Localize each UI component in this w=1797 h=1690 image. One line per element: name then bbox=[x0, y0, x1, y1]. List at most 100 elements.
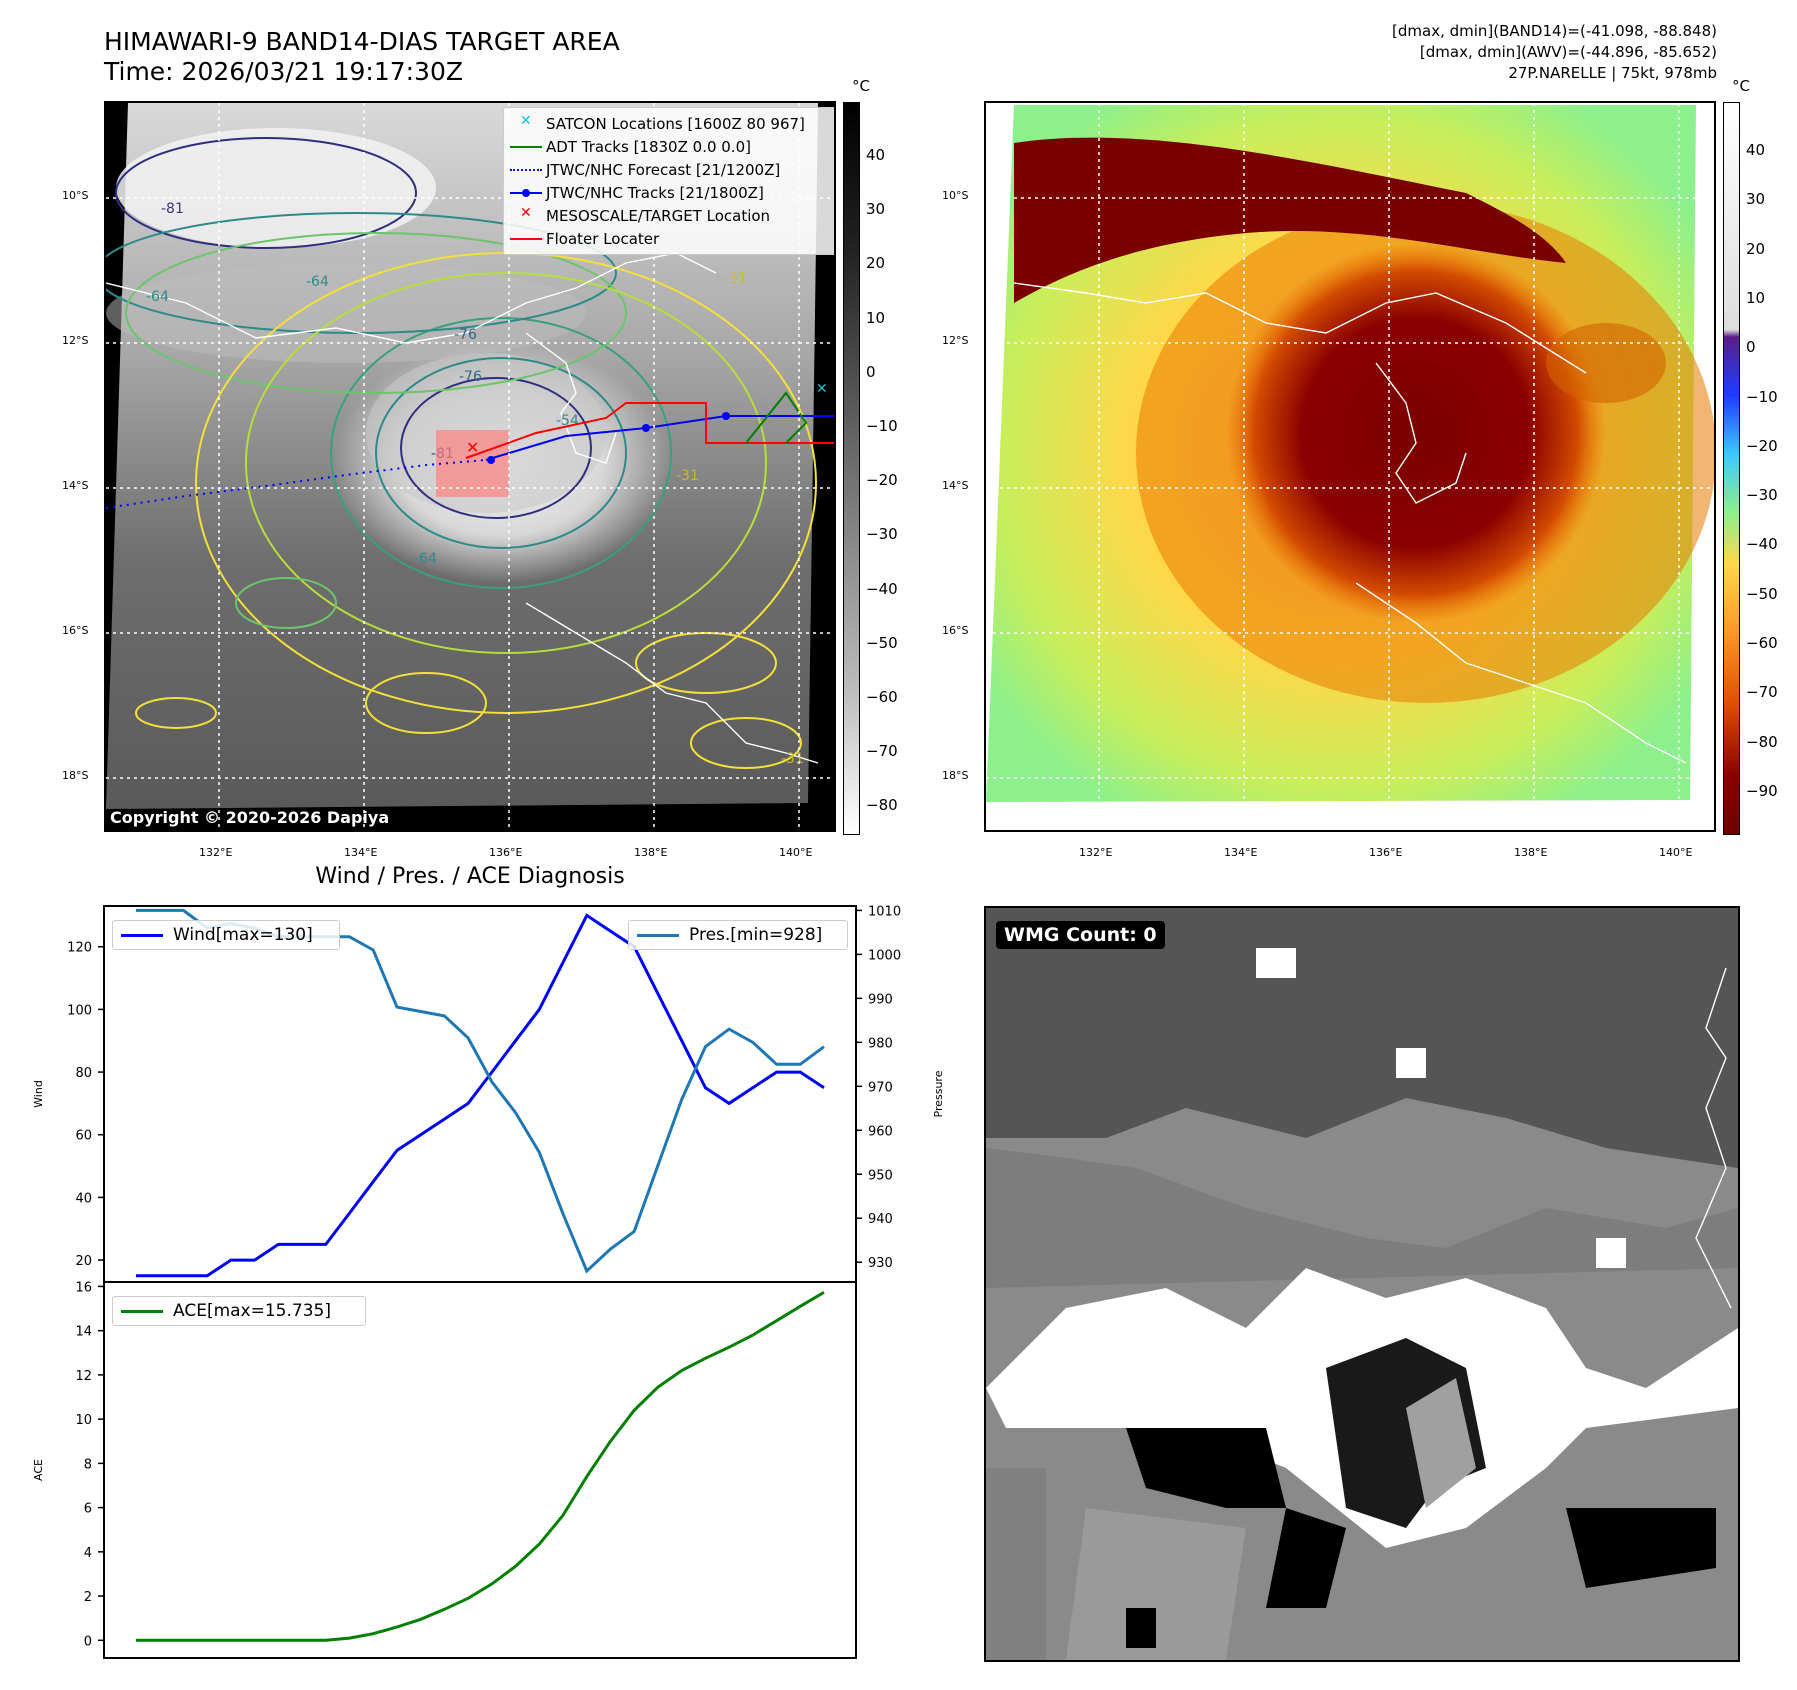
axis-tick-label: 980 bbox=[868, 1036, 893, 1051]
colorbar-tick-label: −50 bbox=[866, 633, 898, 652]
lat-label: 18°S bbox=[942, 769, 969, 782]
colorbar-tick-label: −50 bbox=[1746, 584, 1778, 603]
awv-map bbox=[986, 103, 1714, 830]
colorbar-tick-label: −70 bbox=[1746, 683, 1778, 702]
contour-64 bbox=[375, 357, 627, 549]
floater-locater bbox=[465, 402, 834, 459]
ace-frame bbox=[103, 1281, 857, 1659]
axis-tick-label: 970 bbox=[868, 1080, 893, 1095]
ace-legend: ACE[max=15.735] bbox=[112, 1296, 366, 1326]
colorbar-tick-label: 40 bbox=[1746, 141, 1766, 159]
contour-label: -81 bbox=[161, 201, 184, 217]
wmg-image bbox=[986, 908, 1738, 1660]
colorbar-tick-label: −20 bbox=[866, 471, 898, 490]
lat-label: 16°S bbox=[62, 624, 89, 637]
colorbar-tick-label: 0 bbox=[1746, 338, 1756, 357]
contour-label: -76 bbox=[459, 369, 482, 385]
lon-label: 138°E bbox=[634, 846, 668, 859]
lon-label: 136°E bbox=[489, 846, 523, 859]
axis-tick-label: 1010 bbox=[868, 904, 901, 919]
colorbar-tick-label: −10 bbox=[866, 417, 898, 435]
axis-tick-label: 20 bbox=[75, 1254, 92, 1269]
axis-tick-label: 16 bbox=[75, 1280, 92, 1295]
coastline-awv bbox=[1013, 282, 1587, 374]
colorbar-tick-label: −60 bbox=[1746, 634, 1778, 652]
pres-legend: Pres.[min=928] bbox=[628, 920, 848, 950]
colorbar-tick-label: −60 bbox=[866, 688, 898, 706]
axis-tick-label: 940 bbox=[868, 1212, 893, 1227]
wmg-panel: WMG Count: 0 bbox=[984, 906, 1740, 1662]
colorbar-tick-label: −10 bbox=[1746, 387, 1778, 406]
legend-item-target: ✕ MESOSCALE/TARGET Location bbox=[520, 205, 771, 225]
figure-title: HIMAWARI-9 BAND14-DIAS TARGET AREA bbox=[104, 27, 620, 56]
legend-item-forecast: JTWC/NHC Forecast [21/1200Z] bbox=[508, 158, 834, 181]
wind-series-line bbox=[136, 913, 825, 1278]
axis-tick-label: 930 bbox=[868, 1256, 893, 1271]
axis-tick-label: 2 bbox=[84, 1590, 92, 1605]
axis-tick-label: 8 bbox=[84, 1457, 92, 1472]
pressure-axis-label: Pressure bbox=[932, 1070, 945, 1117]
band14-map-panel: -81 -76 -64 -64 -31 -31 -81 -76 -54 -64 … bbox=[104, 101, 836, 832]
lon-label: 140°E bbox=[1659, 846, 1693, 859]
storm-info: 27P.NARELLE | 75kt, 978mb bbox=[1508, 64, 1717, 82]
ace-series-line bbox=[136, 1291, 825, 1642]
lon-label: 140°E bbox=[779, 846, 813, 859]
lat-label: 18°S bbox=[62, 769, 89, 782]
contour-label: -76 bbox=[454, 327, 477, 343]
lon-label: 136°E bbox=[1369, 846, 1403, 859]
colorbar-tick-label: 40 bbox=[866, 146, 886, 164]
lon-label: 134°E bbox=[1224, 846, 1258, 859]
figure-time: Time: 2026/03/21 19:17:30Z bbox=[104, 57, 463, 86]
satcon-marker: ✕ bbox=[816, 381, 828, 397]
target-marker: ✕ bbox=[466, 438, 479, 457]
colorbar-tick-label: 30 bbox=[1746, 190, 1766, 209]
axis-tick-label: 40 bbox=[75, 1191, 92, 1206]
axis-tick-label: 950 bbox=[868, 1168, 893, 1183]
awv-outflow-band bbox=[1014, 137, 1566, 303]
contour-label: -64 bbox=[146, 289, 169, 305]
legend-item-adt: ADT Tracks [1830Z 0.0 0.0] bbox=[508, 135, 834, 158]
lon-label: 138°E bbox=[1514, 846, 1548, 859]
dmax-awv: [dmax, dmin](AWV)=(-44.896, -85.652) bbox=[1419, 43, 1717, 61]
dmax-band14: [dmax, dmin](BAND14)=(-41.098, -88.848) bbox=[1392, 22, 1717, 40]
contour-label: -31 bbox=[676, 468, 699, 484]
colorbar-tick-label: −20 bbox=[1746, 436, 1778, 455]
contour-label: -64 bbox=[414, 551, 437, 567]
axis-tick-label: 1000 bbox=[868, 948, 901, 963]
axis-tick-label: 4 bbox=[84, 1546, 92, 1561]
wmg-count-label: WMG Count: 0 bbox=[996, 921, 1165, 949]
colorbar-tick-label: 20 bbox=[866, 254, 886, 273]
legend-item-floater: Floater Locater bbox=[508, 227, 834, 250]
colorbar-unit: °C bbox=[1732, 77, 1750, 95]
colorbar-left bbox=[843, 102, 860, 835]
target-area bbox=[436, 430, 509, 497]
band14-map: -81 -76 -64 -64 -31 -31 -81 -76 -54 -64 … bbox=[106, 103, 834, 830]
axis-tick-label: 100 bbox=[67, 1003, 92, 1018]
awv-map-panel bbox=[984, 101, 1716, 832]
colorbar-tick-label: −80 bbox=[866, 796, 898, 815]
colorbar-tick-label: −70 bbox=[866, 742, 898, 761]
wind-axis-label: Wind bbox=[32, 1080, 45, 1108]
contour-81 bbox=[400, 377, 592, 519]
coastline bbox=[106, 252, 717, 344]
legend-item-satcon: ✕ SATCON Locations [1600Z 80 967] bbox=[520, 113, 805, 133]
axis-tick-label: 60 bbox=[75, 1129, 92, 1144]
axis-tick-label: 12 bbox=[75, 1369, 92, 1384]
contour-label: -31 bbox=[724, 271, 747, 287]
contour-81-north bbox=[115, 137, 417, 249]
colorbar-tick-label: −40 bbox=[866, 579, 898, 598]
colorbar-tick-label: −80 bbox=[1746, 732, 1778, 751]
lat-label: 10°S bbox=[62, 189, 89, 202]
lat-label: 16°S bbox=[942, 624, 969, 637]
colorbar-right bbox=[1723, 102, 1740, 835]
colorbar-tick-label: 0 bbox=[866, 362, 876, 381]
colorbar-tick-label: −30 bbox=[866, 525, 898, 544]
adt-track bbox=[745, 391, 808, 444]
lat-label: 10°S bbox=[942, 189, 969, 202]
contour-label: -64 bbox=[306, 274, 329, 290]
axis-tick-label: 0 bbox=[84, 1634, 92, 1649]
ace-y-ticks: 16 14 12 10 8 6 4 2 0 bbox=[75, 1280, 104, 1649]
axis-tick-label: 10 bbox=[75, 1413, 92, 1428]
axis-tick-label: 990 bbox=[868, 992, 893, 1007]
